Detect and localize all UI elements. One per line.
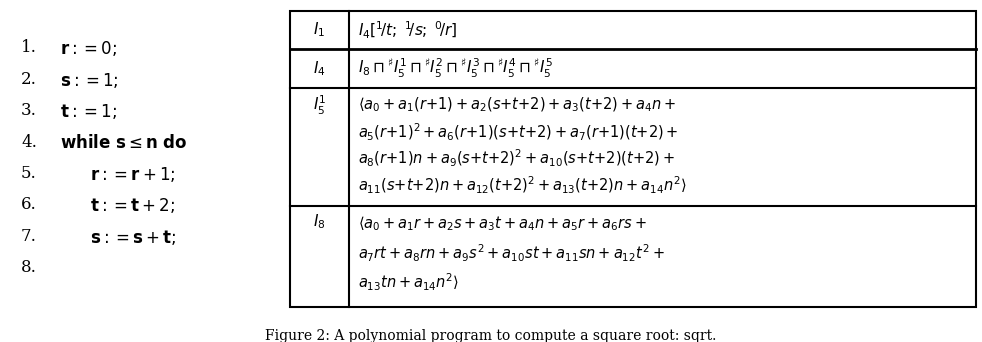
Text: $\mathbf{r} := 0;$: $\mathbf{r} := 0;$	[60, 39, 117, 58]
Text: $a_{11}(s{+}t{+}2)n+a_{12}(t{+}2)^2+a_{13}(t{+}2)n+a_{14}n^2\rangle$: $a_{11}(s{+}t{+}2)n+a_{12}(t{+}2)^2+a_{1…	[358, 174, 687, 196]
Text: $\mathbf{s} := 1;$: $\mathbf{s} := 1;$	[60, 70, 119, 90]
Text: $\mathbf{t} := 1;$: $\mathbf{t} := 1;$	[60, 102, 117, 121]
Text: $\langle a_0+a_1(r{+}1)+a_2(s{+}t{+}2)+a_3(t{+}2)+a_4n+$: $\langle a_0+a_1(r{+}1)+a_2(s{+}t{+}2)+a…	[358, 96, 677, 114]
Text: $a_{13}tn+a_{14}n^2\rangle$: $a_{13}tn+a_{14}n^2\rangle$	[358, 272, 460, 293]
Text: $a_8(r{+}1)n+a_9(s{+}t{+}2)^2+a_{10}(s{+}t{+}2)(t{+}2)+$: $a_8(r{+}1)n+a_9(s{+}t{+}2)^2+a_{10}(s{+…	[358, 148, 676, 169]
Text: 8.: 8.	[21, 260, 37, 276]
Text: $I_1$: $I_1$	[313, 21, 325, 39]
Text: $I_4[^1\!/t;\;^1\!/s;\;^0\!/r]$: $I_4[^1\!/t;\;^1\!/s;\;^0\!/r]$	[358, 19, 458, 41]
Text: 3.: 3.	[21, 102, 37, 119]
Text: $\mathbf{while}\ \mathbf{s} \leq \mathbf{n}\ \mathbf{do}$: $\mathbf{while}\ \mathbf{s} \leq \mathbf…	[60, 134, 188, 152]
Text: $a_7rt+a_8rn+a_9s^2+a_{10}st+a_{11}sn+a_{12}t^2+$: $a_7rt+a_8rn+a_9s^2+a_{10}st+a_{11}sn+a_…	[358, 243, 665, 264]
Text: $\mathbf{t} := \mathbf{t}+2;$: $\mathbf{t} := \mathbf{t}+2;$	[89, 197, 175, 215]
Text: 7.: 7.	[21, 228, 37, 245]
Text: 2.: 2.	[21, 70, 37, 88]
Text: 1.: 1.	[21, 39, 37, 56]
Text: $I_8$: $I_8$	[313, 212, 326, 231]
Text: 6.: 6.	[21, 197, 36, 213]
Text: $I_5^1$: $I_5^1$	[312, 94, 326, 117]
Text: 5.: 5.	[21, 165, 36, 182]
Text: $a_5(r{+}1)^2+a_6(r{+}1)(s{+}t{+}2)+a_7(r{+}1)(t{+}2)+$: $a_5(r{+}1)^2+a_6(r{+}1)(s{+}t{+}2)+a_7(…	[358, 122, 679, 143]
Text: $I_8 \sqcap^\sharp I_5^1 \sqcap^\sharp I_5^2 \sqcap^\sharp I_5^3 \sqcap^\sharp I: $I_8 \sqcap^\sharp I_5^1 \sqcap^\sharp I…	[358, 57, 553, 80]
Text: $\langle a_0+a_1r+a_2s+a_3t+a_4n+a_5r+a_6rs+$: $\langle a_0+a_1r+a_2s+a_3t+a_4n+a_5r+a_…	[358, 214, 647, 233]
Text: $\mathbf{s} := \mathbf{s}+\mathbf{t};$: $\mathbf{s} := \mathbf{s}+\mathbf{t};$	[89, 228, 176, 247]
Text: Figure 2: A polynomial program to compute a square root: sqrt.: Figure 2: A polynomial program to comput…	[265, 329, 717, 342]
Text: 4.: 4.	[21, 134, 37, 150]
Text: $\mathbf{r} := \mathbf{r}+1;$: $\mathbf{r} := \mathbf{r}+1;$	[89, 165, 175, 184]
Text: $I_4$: $I_4$	[313, 59, 326, 78]
